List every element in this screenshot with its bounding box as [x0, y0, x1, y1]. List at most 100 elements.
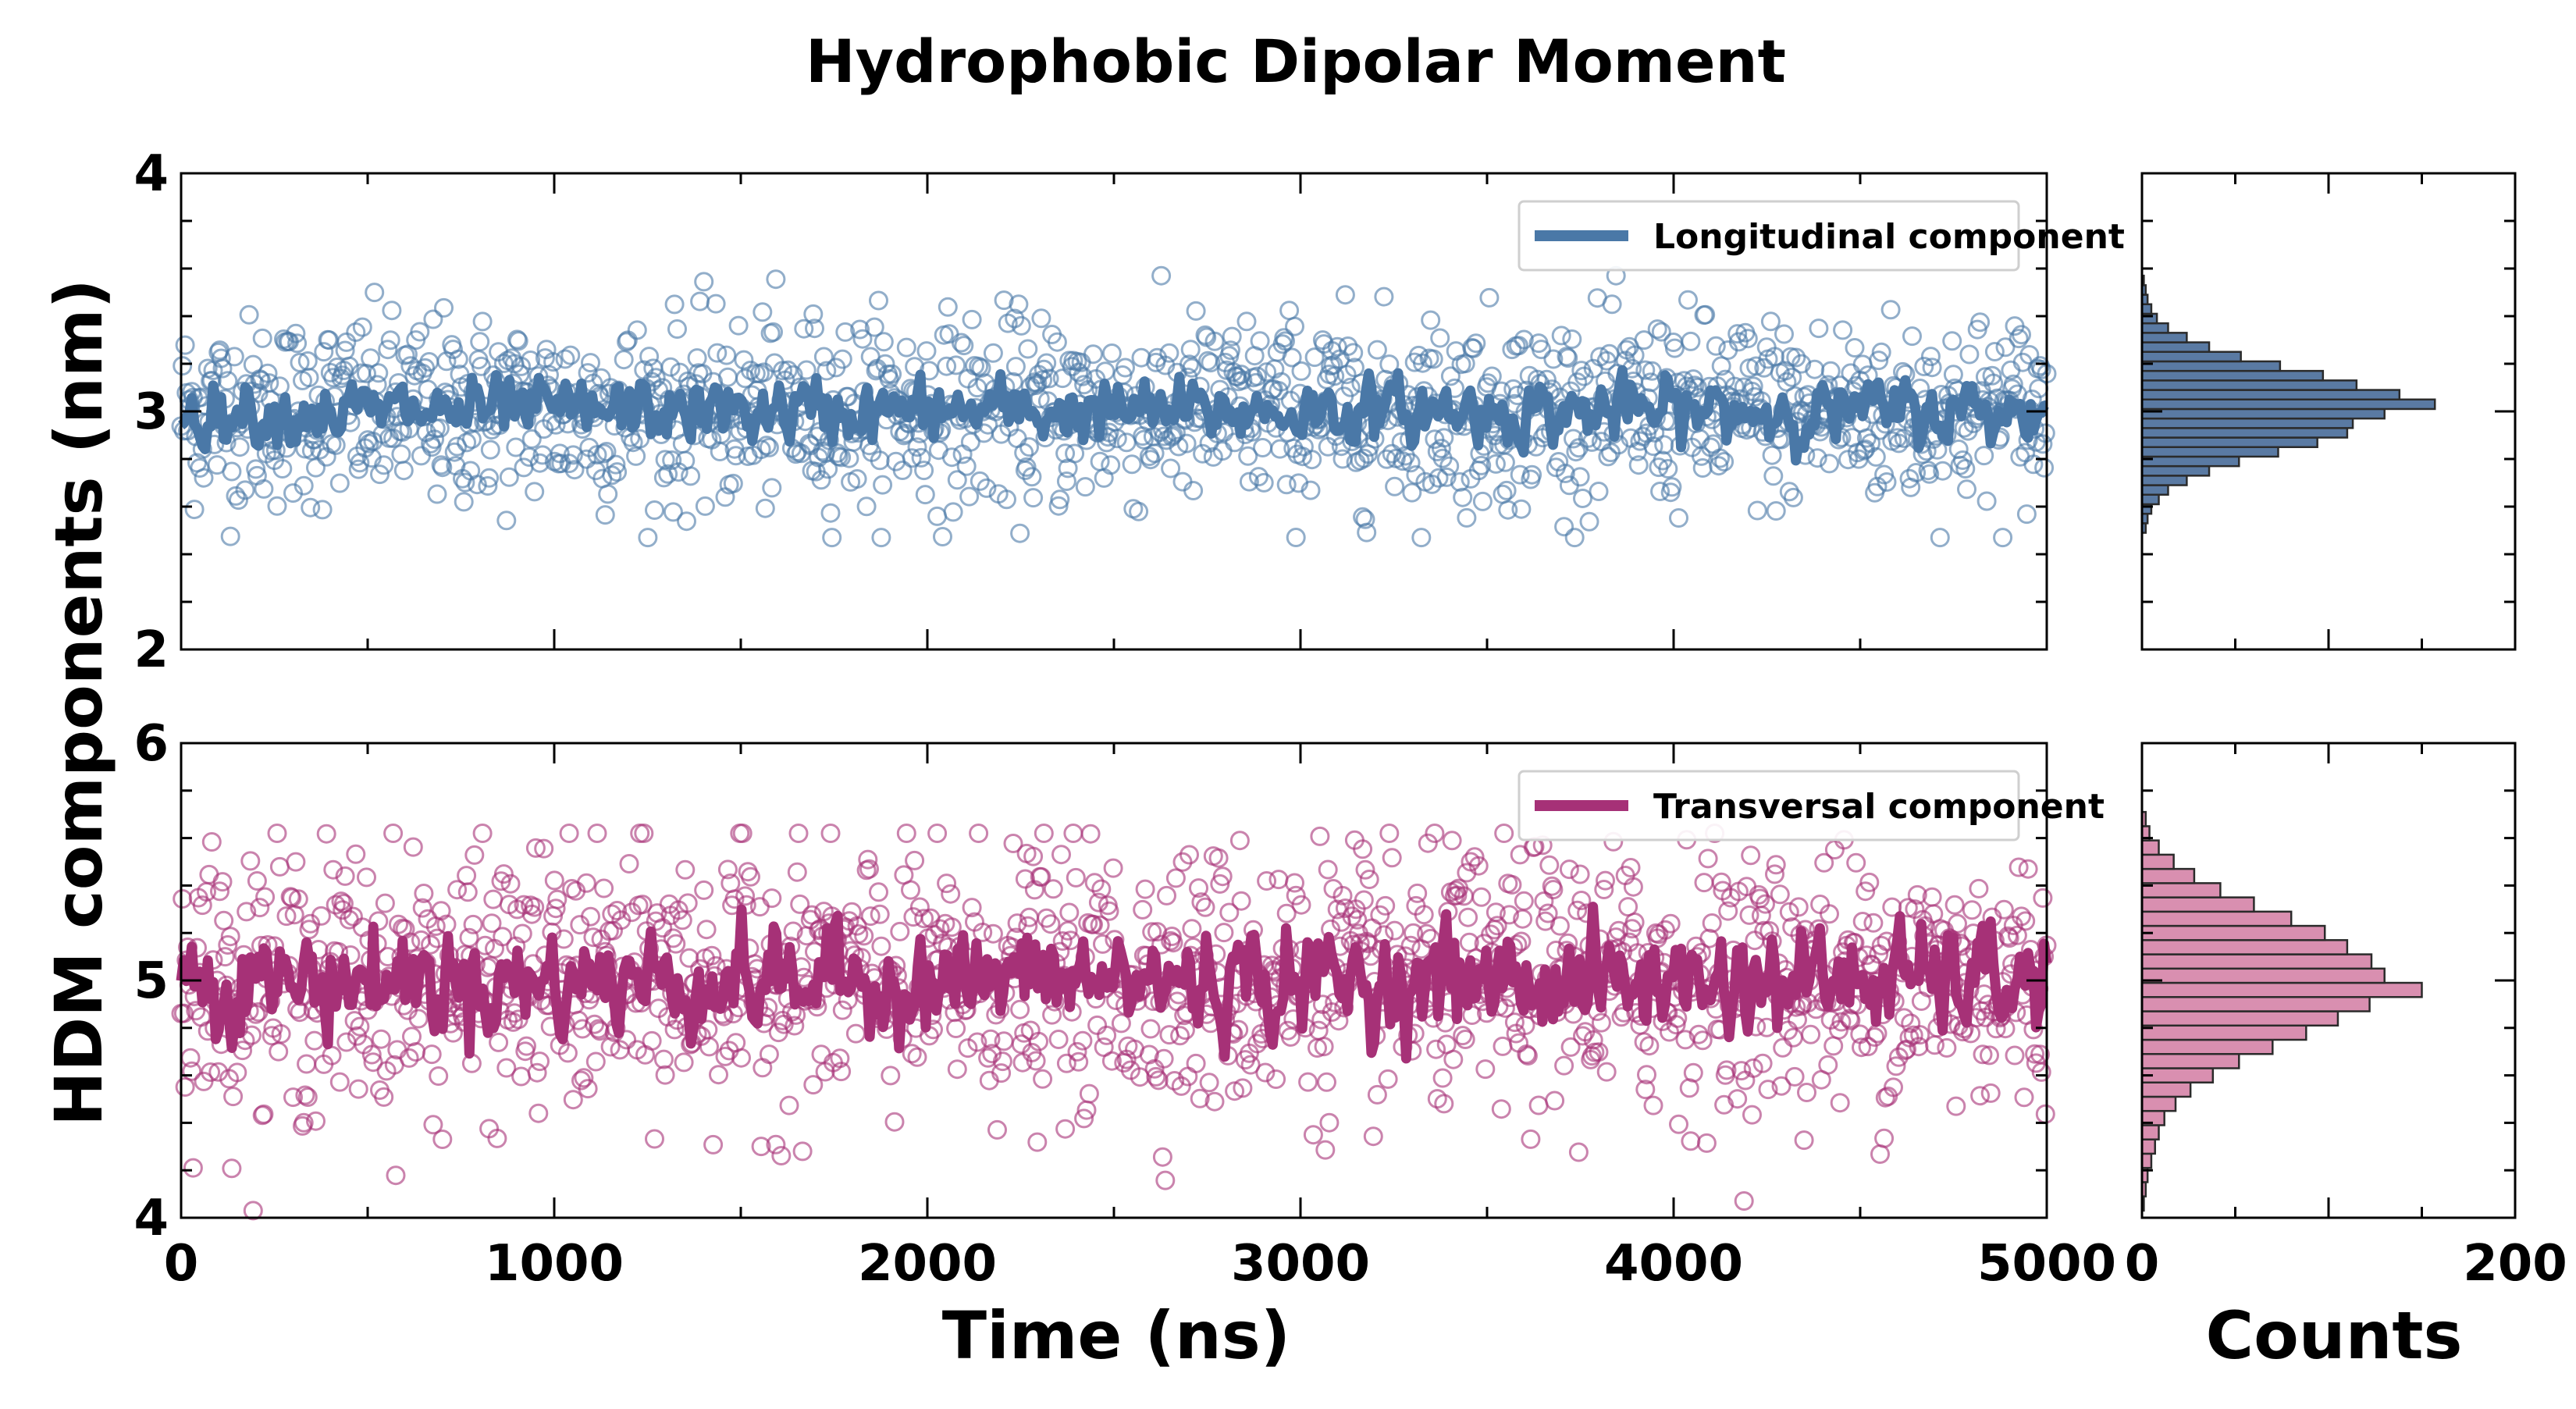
- data-point: [914, 909, 934, 929]
- data-point: [1443, 1049, 1464, 1069]
- data-point: [1944, 895, 1965, 915]
- data-point: [831, 447, 852, 468]
- data-point: [664, 294, 685, 315]
- data-point: [962, 309, 982, 329]
- data-point: [864, 317, 884, 337]
- data-point: [1115, 358, 1135, 378]
- data-point: [1157, 885, 1176, 906]
- hist-x-axis-title: Counts: [2205, 1297, 2462, 1374]
- data-point: [1655, 920, 1675, 940]
- data-point: [1257, 871, 1277, 891]
- data-point: [511, 1066, 532, 1087]
- histogram-bar: [2140, 1052, 2240, 1069]
- data-point: [1639, 1036, 1660, 1056]
- histogram-bar: [2140, 1152, 2153, 1169]
- data-point: [1982, 365, 2002, 386]
- data-point: [779, 1095, 799, 1115]
- histogram-bar: [2140, 475, 2188, 486]
- data-point: [1414, 905, 1434, 925]
- data-point: [1140, 1019, 1161, 1039]
- data-point: [323, 859, 343, 880]
- data-point: [1354, 890, 1374, 910]
- data-point: [1628, 455, 1649, 475]
- data-point: [1973, 1044, 1993, 1065]
- data-point: [286, 852, 306, 872]
- data-point: [1189, 878, 1208, 898]
- data-point: [496, 511, 517, 531]
- data-point: [1382, 848, 1402, 868]
- data-point: [1493, 1036, 1513, 1056]
- data-point: [252, 328, 272, 348]
- data-point: [258, 363, 278, 383]
- data-point: [1019, 437, 1039, 457]
- histogram-bar: [2140, 1124, 2160, 1140]
- data-point: [664, 1019, 685, 1040]
- data-point: [1231, 891, 1251, 911]
- data-point: [1186, 1053, 1206, 1073]
- data-point: [1018, 339, 1038, 359]
- data-point: [1634, 330, 1654, 350]
- data-point: [2012, 325, 2031, 345]
- data-point: [1742, 1105, 1762, 1125]
- data-point: [703, 1134, 724, 1155]
- data-point: [1651, 322, 1671, 342]
- data-point: [2025, 1044, 2045, 1064]
- histogram-bar: [2140, 1024, 2307, 1041]
- data-point: [1331, 436, 1351, 457]
- data-point: [1440, 366, 1461, 386]
- data-point: [941, 917, 962, 938]
- data-point: [224, 347, 244, 367]
- data-point: [331, 891, 351, 912]
- data-point: [212, 358, 233, 379]
- data-point: [297, 1087, 318, 1107]
- data-point: [574, 1068, 594, 1088]
- data-point: [1969, 878, 1989, 898]
- data-point: [1182, 358, 1202, 378]
- data-point: [1852, 912, 1873, 931]
- data-point: [1532, 340, 1551, 360]
- x-tick-label: 0: [164, 1235, 199, 1293]
- data-point: [1047, 332, 1067, 352]
- histogram-bar: [2140, 939, 2349, 955]
- data-point: [1927, 439, 1948, 460]
- data-point: [1455, 354, 1475, 374]
- data-point: [668, 462, 688, 482]
- data-point: [794, 318, 814, 339]
- data-point: [1874, 1128, 1895, 1148]
- data-point: [422, 1044, 442, 1065]
- data-point: [970, 471, 990, 491]
- data-point: [1589, 482, 1609, 501]
- data-point: [1695, 304, 1716, 325]
- data-point: [856, 496, 877, 517]
- data-point: [1770, 884, 1790, 905]
- data-point: [638, 528, 658, 548]
- data-point: [642, 1030, 662, 1051]
- data-point: [672, 910, 692, 930]
- data-point: [587, 445, 607, 465]
- data-point: [915, 485, 935, 505]
- data-point: [1475, 1059, 1496, 1080]
- data-point: [2018, 859, 2038, 879]
- histogram-bar: [2140, 1038, 2274, 1055]
- data-point: [653, 378, 673, 398]
- data-point: [1502, 874, 1522, 895]
- data-point: [1894, 1008, 1914, 1028]
- data-point: [1073, 1030, 1093, 1051]
- data-point: [306, 1111, 326, 1131]
- data-point: [766, 1134, 786, 1155]
- data-point: [276, 906, 297, 927]
- data-point: [1573, 489, 1592, 508]
- data-point: [1037, 353, 1057, 373]
- data-point: [852, 329, 873, 349]
- data-point: [391, 444, 411, 464]
- data-point: [790, 894, 810, 914]
- histogram-bar: [2140, 427, 2349, 439]
- data-point: [709, 1065, 728, 1085]
- data-point: [1643, 436, 1663, 457]
- data-point: [1976, 491, 1997, 511]
- data-point: [272, 459, 293, 479]
- x-axis-title: Time (ns): [942, 1297, 1290, 1374]
- data-point: [1431, 439, 1451, 458]
- data-point: [1407, 883, 1428, 903]
- data-point: [316, 824, 336, 844]
